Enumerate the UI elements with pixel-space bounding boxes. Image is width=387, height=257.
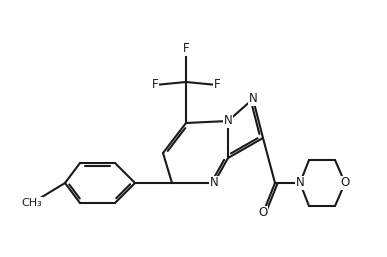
Text: F: F xyxy=(183,42,189,56)
Text: N: N xyxy=(296,177,304,189)
Text: CH₃: CH₃ xyxy=(22,198,42,208)
Text: F: F xyxy=(152,78,158,91)
Text: N: N xyxy=(210,177,218,189)
Text: N: N xyxy=(224,115,232,127)
Text: N: N xyxy=(248,93,257,106)
Text: O: O xyxy=(341,177,349,189)
Text: F: F xyxy=(214,78,220,91)
Text: O: O xyxy=(259,207,268,219)
